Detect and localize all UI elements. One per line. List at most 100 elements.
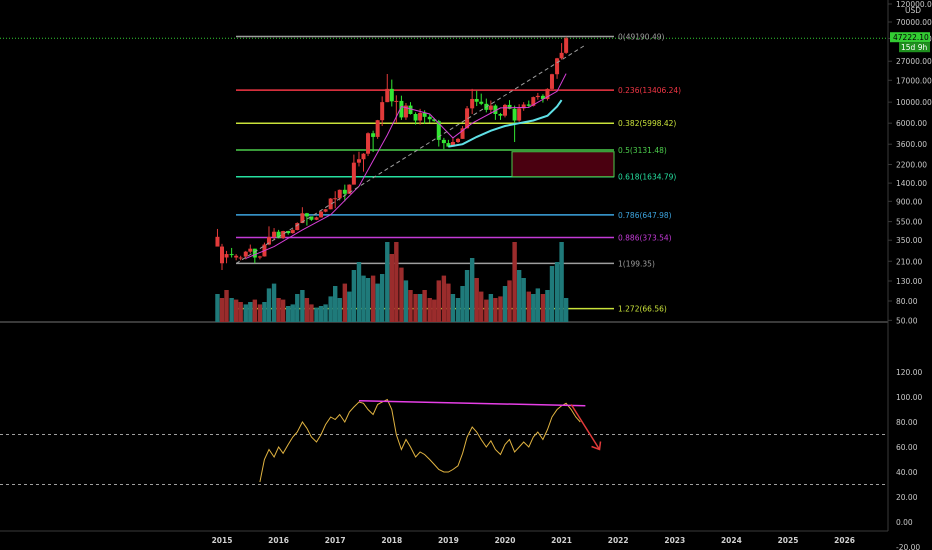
volume-bar: [323, 304, 328, 322]
candle-body[interactable]: [333, 198, 338, 200]
candle-body[interactable]: [559, 52, 564, 59]
volume-bar: [276, 298, 281, 322]
fib-level-label: 0.236(13406.24): [618, 86, 681, 95]
volume-bar: [266, 288, 272, 322]
candle-body[interactable]: [418, 112, 423, 121]
arrow-line[interactable]: [570, 404, 601, 450]
candle-body[interactable]: [356, 159, 361, 163]
volume-bar: [479, 291, 484, 322]
candle-body[interactable]: [323, 209, 328, 212]
last-price-badge[interactable]: [890, 32, 930, 43]
candle-body[interactable]: [446, 143, 451, 147]
candle-body[interactable]: [295, 223, 300, 231]
candle-body[interactable]: [465, 108, 470, 129]
volume-bar: [337, 298, 342, 322]
candle-body[interactable]: [456, 138, 461, 142]
candle-body[interactable]: [385, 88, 390, 103]
candle-body[interactable]: [215, 236, 220, 247]
volume-bar: [257, 304, 263, 322]
candle-body[interactable]: [337, 189, 342, 199]
candle-body[interactable]: [366, 133, 371, 154]
candle-body[interactable]: [549, 74, 554, 89]
volume-bar: [502, 286, 508, 322]
volume-bar: [219, 298, 225, 322]
candle-body[interactable]: [375, 120, 380, 137]
candle-body[interactable]: [413, 113, 418, 121]
candle-body[interactable]: [479, 101, 484, 104]
candle-body[interactable]: [540, 95, 545, 99]
candle-body[interactable]: [427, 116, 432, 120]
divergence-line[interactable]: [358, 400, 586, 407]
highlight-zone[interactable]: [511, 151, 615, 178]
candle-body[interactable]: [351, 162, 356, 185]
time-axis-tick: 2023: [664, 536, 685, 545]
candle-body[interactable]: [436, 121, 441, 140]
candle-body[interactable]: [224, 254, 229, 258]
candle-body[interactable]: [493, 105, 498, 114]
candle-body[interactable]: [229, 254, 234, 256]
candle-body[interactable]: [286, 231, 291, 234]
candle-body[interactable]: [257, 256, 262, 258]
time-axis-tick: 2019: [438, 536, 459, 545]
candle-body[interactable]: [342, 189, 347, 194]
candle-body[interactable]: [422, 112, 427, 117]
candle-body[interactable]: [266, 237, 271, 245]
candle-body[interactable]: [234, 255, 239, 258]
candle-body[interactable]: [281, 231, 286, 239]
candle-body[interactable]: [309, 216, 314, 220]
price-axis-tick: 130.00: [896, 277, 922, 286]
candle-body[interactable]: [503, 104, 507, 116]
candle-body[interactable]: [399, 100, 404, 118]
candle-body[interactable]: [347, 184, 352, 194]
candle-body[interactable]: [555, 58, 560, 75]
price-axis-tick: 1400.00: [896, 179, 927, 188]
candle-body[interactable]: [470, 98, 475, 109]
candle-body[interactable]: [507, 104, 512, 109]
candle-body[interactable]: [361, 153, 366, 160]
candle-body[interactable]: [380, 102, 385, 121]
candle-body[interactable]: [252, 248, 257, 258]
volume-bar: [224, 290, 229, 322]
candle-body[interactable]: [517, 108, 522, 121]
candle-body[interactable]: [300, 213, 305, 224]
candle-body[interactable]: [319, 211, 324, 218]
candle-body[interactable]: [564, 38, 569, 53]
candle-body[interactable]: [243, 251, 248, 257]
candle-body[interactable]: [545, 88, 550, 99]
candle-body[interactable]: [238, 257, 243, 259]
volume-bar: [446, 283, 451, 322]
price-axis-tick: 350.00: [896, 236, 922, 245]
candle-body[interactable]: [526, 104, 531, 106]
volume-bar: [342, 283, 348, 322]
candle-body[interactable]: [512, 108, 517, 121]
candle-body[interactable]: [521, 104, 526, 109]
candle-body[interactable]: [304, 213, 309, 217]
candle-body[interactable]: [531, 97, 536, 106]
candle-body[interactable]: [248, 248, 253, 252]
candle-body[interactable]: [488, 105, 493, 110]
candle-body[interactable]: [403, 105, 408, 118]
candle-body[interactable]: [389, 88, 394, 102]
fib-level-label: 0.5(3131.48): [618, 146, 667, 155]
candle-body[interactable]: [328, 198, 333, 210]
candle-body[interactable]: [432, 119, 437, 122]
candle-body[interactable]: [314, 217, 319, 220]
candle-body[interactable]: [450, 141, 455, 147]
candle-body[interactable]: [371, 133, 376, 137]
candle-body[interactable]: [272, 231, 277, 238]
volume-bar: [422, 290, 427, 322]
candle-body[interactable]: [441, 139, 446, 144]
candle-body[interactable]: [498, 113, 503, 116]
candle-body[interactable]: [535, 95, 540, 98]
price-axis-tick: 120000.00: [896, 0, 932, 9]
candle-body[interactable]: [276, 231, 281, 239]
volume-bar: [512, 242, 517, 322]
candle-body[interactable]: [408, 105, 413, 114]
candle-body[interactable]: [460, 128, 465, 139]
candle-body[interactable]: [474, 98, 479, 102]
candle-body[interactable]: [290, 230, 295, 234]
candle-body[interactable]: [394, 100, 399, 102]
trend-line[interactable]: [235, 44, 586, 264]
candle-body[interactable]: [220, 246, 224, 264]
